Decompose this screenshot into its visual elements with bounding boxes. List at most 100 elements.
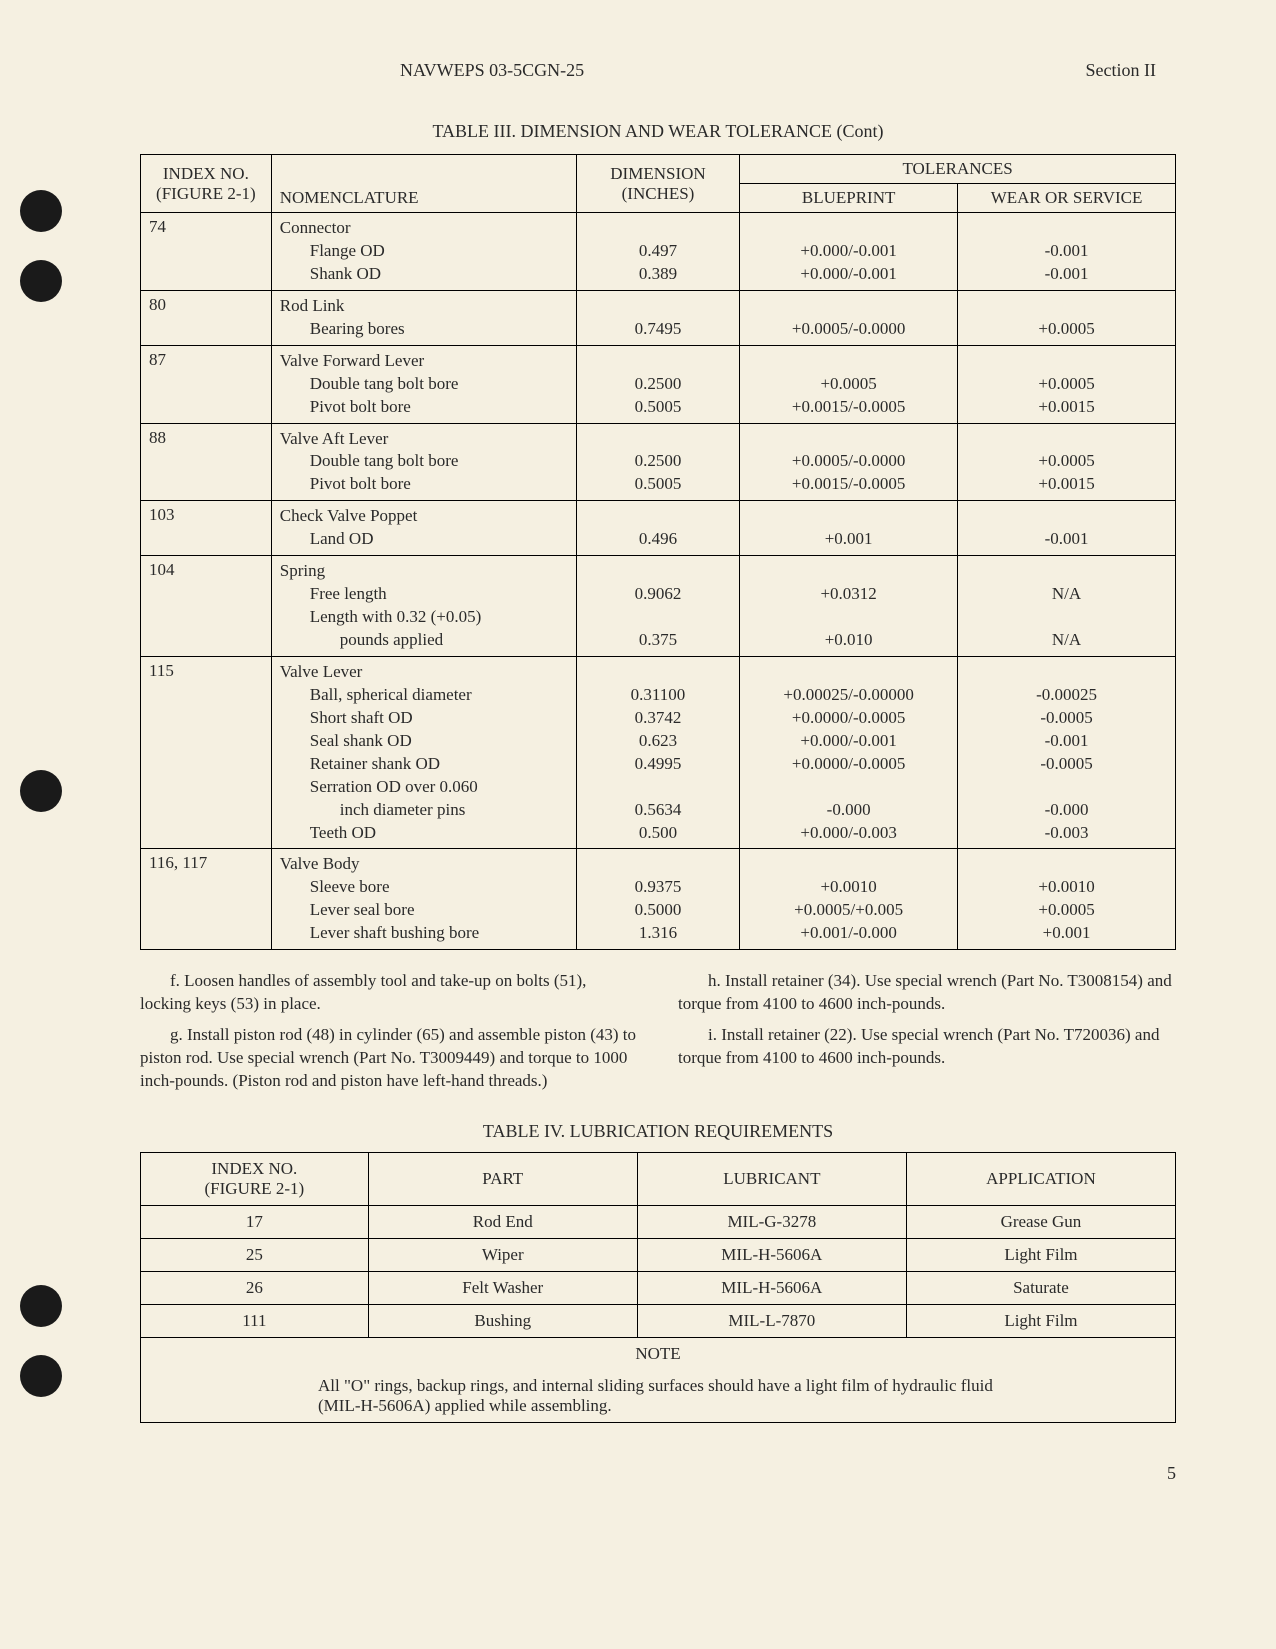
t4-header-part: PART [368, 1152, 637, 1205]
dimension-cell: 0.93750.50001.316 [576, 849, 739, 950]
nomenclature-cell: ConnectorFlange ODShank OD [271, 213, 576, 291]
para-h: h. Install retainer (34). Use special wr… [678, 970, 1176, 1016]
dimension-cell: 0.25000.5005 [576, 345, 739, 423]
application-cell: Saturate [906, 1271, 1175, 1304]
wear-cell: +0.0010+0.0005+0.001 [958, 849, 1176, 950]
t4-header-lubricant: LUBRICANT [637, 1152, 906, 1205]
nomenclature-cell: Valve Aft LeverDouble tang bolt borePivo… [271, 423, 576, 501]
application-cell: Grease Gun [906, 1205, 1175, 1238]
table-row: 80Rod LinkBearing bores 0.7495 +0.0005/-… [141, 290, 1176, 345]
table-row: 116, 117Valve BodySleeve boreLever seal … [141, 849, 1176, 950]
index-cell: 116, 117 [141, 849, 272, 950]
header-index: INDEX NO.(FIGURE 2-1) [141, 155, 272, 213]
index-cell: 103 [141, 501, 272, 556]
lubricant-cell: MIL-L-7870 [637, 1304, 906, 1337]
lubrication-table: INDEX NO.(FIGURE 2-1) PART LUBRICANT APP… [140, 1152, 1176, 1423]
table-row: 17Rod EndMIL-G-3278Grease Gun [141, 1205, 1176, 1238]
nomenclature-cell: Valve LeverBall, spherical diameterShort… [271, 656, 576, 849]
blueprint-cell: +0.0312 +0.010 [740, 556, 958, 657]
header-wear: WEAR OR SERVICE [958, 184, 1176, 213]
nomenclature-cell: Check Valve PoppetLand OD [271, 501, 576, 556]
table4-caption: TABLE IV. LUBRICATION REQUIREMENTS [140, 1121, 1176, 1142]
part-cell: Wiper [368, 1238, 637, 1271]
table-row: 111BushingMIL-L-7870Light Film [141, 1304, 1176, 1337]
application-cell: Light Film [906, 1238, 1175, 1271]
table-row: 103Check Valve PoppetLand OD 0.496 +0.00… [141, 501, 1176, 556]
index-cell: 115 [141, 656, 272, 849]
note-text: All "O" rings, backup rings, and interna… [141, 1370, 1176, 1423]
section-label: Section II [1086, 60, 1156, 81]
index-cell: 26 [141, 1271, 369, 1304]
lubricant-cell: MIL-H-5606A [637, 1271, 906, 1304]
index-cell: 25 [141, 1238, 369, 1271]
page-header: NAVWEPS 03-5CGN-25 Section II [140, 60, 1176, 81]
blueprint-cell: +0.0005+0.0015/-0.0005 [740, 345, 958, 423]
body-left-column: f. Loosen handles of assembly tool and t… [140, 970, 638, 1101]
document-id: NAVWEPS 03-5CGN-25 [400, 60, 584, 81]
t4-header-index: INDEX NO.(FIGURE 2-1) [141, 1152, 369, 1205]
t4-header-application: APPLICATION [906, 1152, 1175, 1205]
para-g: g. Install piston rod (48) in cylinder (… [140, 1024, 638, 1093]
dimension-tolerance-table: INDEX NO.(FIGURE 2-1) NOMENCLATURE DIMEN… [140, 154, 1176, 950]
table-row: 104SpringFree lengthLength with 0.32 (+0… [141, 556, 1176, 657]
hole [20, 190, 62, 232]
hole [20, 260, 62, 302]
blueprint-cell: +0.0005/-0.0000 [740, 290, 958, 345]
table3-caption: TABLE III. DIMENSION AND WEAR TOLERANCE … [140, 121, 1176, 142]
wear-cell: -0.001 [958, 501, 1176, 556]
part-cell: Bushing [368, 1304, 637, 1337]
nomenclature-cell: Valve Forward LeverDouble tang bolt bore… [271, 345, 576, 423]
hole [20, 1285, 62, 1327]
wear-cell: -0.00025-0.0005-0.001-0.0005 -0.000-0.00… [958, 656, 1176, 849]
part-cell: Felt Washer [368, 1271, 637, 1304]
index-cell: 17 [141, 1205, 369, 1238]
header-tolerances: TOLERANCES [740, 155, 1176, 184]
index-cell: 74 [141, 213, 272, 291]
nomenclature-cell: Valve BodySleeve boreLever seal boreLeve… [271, 849, 576, 950]
index-cell: 104 [141, 556, 272, 657]
dimension-cell: 0.496 [576, 501, 739, 556]
table-row: 25WiperMIL-H-5606ALight Film [141, 1238, 1176, 1271]
body-right-column: h. Install retainer (34). Use special wr… [678, 970, 1176, 1101]
index-cell: 111 [141, 1304, 369, 1337]
dimension-cell: 0.25000.5005 [576, 423, 739, 501]
table-row: 26Felt WasherMIL-H-5606ASaturate [141, 1271, 1176, 1304]
wear-cell: +0.0005 [958, 290, 1176, 345]
table-row: 87Valve Forward LeverDouble tang bolt bo… [141, 345, 1176, 423]
blueprint-cell: +0.0005/-0.0000+0.0015/-0.0005 [740, 423, 958, 501]
blueprint-cell: +0.0010+0.0005/+0.005+0.001/-0.000 [740, 849, 958, 950]
header-nomenclature: NOMENCLATURE [271, 155, 576, 213]
wear-cell: -0.001-0.001 [958, 213, 1176, 291]
lubricant-cell: MIL-H-5606A [637, 1238, 906, 1271]
blueprint-cell: +0.00025/-0.00000+0.0000/-0.0005+0.000/-… [740, 656, 958, 849]
blueprint-cell: +0.001 [740, 501, 958, 556]
hole [20, 770, 62, 812]
application-cell: Light Film [906, 1304, 1175, 1337]
dimension-cell: 0.311000.37420.6230.4995 0.56340.500 [576, 656, 739, 849]
table-row: 74ConnectorFlange ODShank OD 0.4970.389 … [141, 213, 1176, 291]
header-blueprint: BLUEPRINT [740, 184, 958, 213]
nomenclature-cell: Rod LinkBearing bores [271, 290, 576, 345]
part-cell: Rod End [368, 1205, 637, 1238]
nomenclature-cell: SpringFree lengthLength with 0.32 (+0.05… [271, 556, 576, 657]
index-cell: 87 [141, 345, 272, 423]
index-cell: 88 [141, 423, 272, 501]
para-f: f. Loosen handles of assembly tool and t… [140, 970, 638, 1016]
dimension-cell: 0.4970.389 [576, 213, 739, 291]
blueprint-cell: +0.000/-0.001+0.000/-0.001 [740, 213, 958, 291]
lubricant-cell: MIL-G-3278 [637, 1205, 906, 1238]
para-i: i. Install retainer (22). Use special wr… [678, 1024, 1176, 1070]
dimension-cell: 0.7495 [576, 290, 739, 345]
dimension-cell: 0.9062 0.375 [576, 556, 739, 657]
hole [20, 1355, 62, 1397]
table-row: 115Valve LeverBall, spherical diameterSh… [141, 656, 1176, 849]
header-dimension: DIMENSION(INCHES) [576, 155, 739, 213]
table-row: 88Valve Aft LeverDouble tang bolt borePi… [141, 423, 1176, 501]
body-text-columns: f. Loosen handles of assembly tool and t… [140, 970, 1176, 1101]
page-number: 5 [140, 1463, 1176, 1484]
note-label: NOTE [141, 1337, 1176, 1370]
wear-cell: +0.0005+0.0015 [958, 423, 1176, 501]
index-cell: 80 [141, 290, 272, 345]
wear-cell: N/A N/A [958, 556, 1176, 657]
wear-cell: +0.0005+0.0015 [958, 345, 1176, 423]
